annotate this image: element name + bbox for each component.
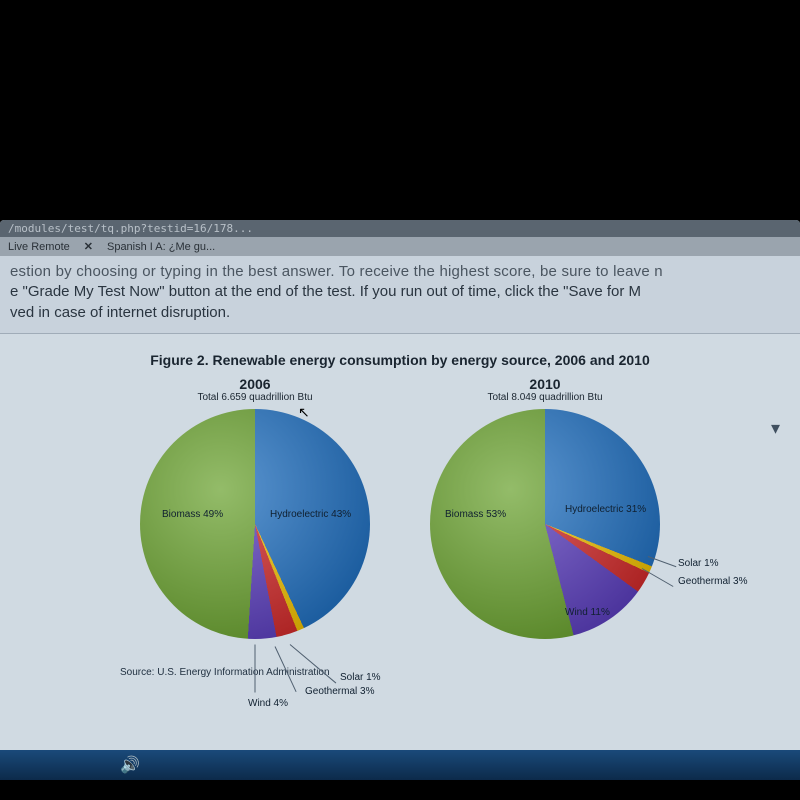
screen: /modules/test/tq.php?testid=16/178... Li… (0, 220, 800, 780)
figure-area: ▾ Figure 2. Renewable energy consumption… (0, 334, 800, 764)
slice-label-biomass: Biomass 53% (445, 509, 506, 520)
pie-row: 2006 Total 6.659 quadrillion Btu ↖ Bioma… (30, 376, 770, 639)
volume-icon[interactable]: 🔊 (120, 755, 140, 775)
slice-label-wind: Wind 4% (248, 698, 288, 709)
slice-label-solar: Solar 1% (340, 672, 381, 683)
instructions-line1: estion by choosing or typing in the best… (10, 262, 790, 282)
slice-label-wind: Wind 11% (565, 607, 610, 618)
year-label: 2006 (140, 376, 370, 392)
instructions-text: estion by choosing or typing in the best… (0, 256, 800, 334)
year-label: 2010 (430, 376, 660, 392)
close-icon[interactable]: ✕ (84, 240, 93, 253)
slice-label-hydro: Hydroelectric 43% (270, 509, 351, 520)
figure-source: Source: U.S. Energy Information Administ… (120, 667, 770, 678)
tab-live-remote[interactable]: Live Remote (8, 241, 70, 253)
total-label: Total 8.049 quadrillion Btu (430, 392, 660, 403)
caret-mark: ▾ (771, 418, 780, 439)
total-label: Total 6.659 quadrillion Btu (140, 392, 370, 403)
pie-wrap-2006: Biomass 49% Hydroelectric 43% (140, 409, 370, 639)
instructions-line2: e "Grade My Test Now" button at the end … (10, 282, 790, 302)
leader-line (255, 644, 256, 692)
tab-spanish[interactable]: Spanish I A: ¿Me gu... (107, 241, 215, 253)
browser-tabs: Live Remote ✕ Spanish I A: ¿Me gu... (0, 237, 800, 256)
taskbar: 🔊 (0, 750, 800, 780)
pie-2006: 2006 Total 6.659 quadrillion Btu ↖ Bioma… (140, 376, 370, 639)
figure-title: Figure 2. Renewable energy consumption b… (30, 352, 770, 368)
slice-label-geothermal: Geothermal 3% (305, 686, 374, 697)
pie-chart (430, 409, 660, 639)
slice-label-hydro: Hydroelectric 31% (565, 504, 646, 515)
pie-2010: 2010 Total 8.049 quadrillion Btu Biomass… (430, 376, 660, 639)
url-bar: /modules/test/tq.php?testid=16/178... (0, 220, 800, 237)
slice-label-biomass: Biomass 49% (162, 509, 223, 520)
pie-wrap-2010: Biomass 53% Hydroelectric 31% Wind 11% (430, 409, 660, 639)
slice-label-solar: Solar 1% (678, 558, 719, 569)
pie-chart (140, 409, 370, 639)
instructions-line3: ved in case of internet disruption. (10, 303, 790, 323)
slice-label-geothermal: Geothermal 3% (678, 576, 747, 587)
